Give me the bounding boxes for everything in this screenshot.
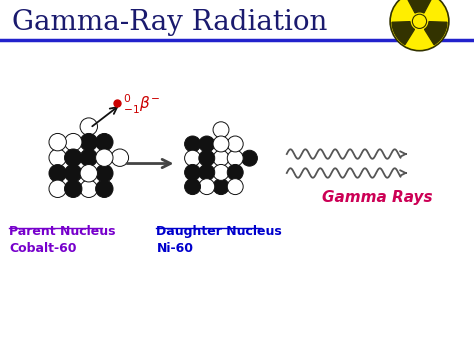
Circle shape: [213, 150, 229, 166]
Circle shape: [49, 149, 66, 166]
Circle shape: [199, 150, 215, 166]
Circle shape: [227, 136, 243, 152]
Circle shape: [80, 180, 98, 198]
Circle shape: [49, 180, 66, 198]
Circle shape: [64, 149, 82, 166]
Circle shape: [80, 134, 98, 151]
Circle shape: [412, 14, 427, 28]
Circle shape: [213, 122, 229, 138]
Circle shape: [213, 179, 229, 194]
Polygon shape: [425, 22, 447, 45]
Circle shape: [184, 164, 201, 180]
Circle shape: [227, 164, 243, 180]
Circle shape: [96, 149, 113, 166]
Circle shape: [199, 164, 215, 180]
Circle shape: [213, 164, 229, 180]
Text: Gamma Rays: Gamma Rays: [322, 190, 433, 204]
Circle shape: [184, 136, 201, 152]
Circle shape: [80, 165, 98, 182]
Circle shape: [64, 180, 82, 198]
Circle shape: [184, 179, 201, 194]
Text: Cobalt-60: Cobalt-60: [9, 242, 77, 255]
Text: Daughter Nucleus: Daughter Nucleus: [156, 225, 282, 238]
Circle shape: [227, 179, 243, 194]
Circle shape: [96, 134, 113, 151]
Polygon shape: [392, 22, 414, 45]
Circle shape: [199, 136, 215, 152]
Circle shape: [184, 150, 201, 166]
Polygon shape: [407, 0, 432, 13]
Circle shape: [111, 149, 128, 166]
Text: Ni-60: Ni-60: [156, 242, 193, 255]
Circle shape: [49, 134, 66, 151]
Circle shape: [49, 165, 66, 182]
Circle shape: [390, 0, 449, 51]
Circle shape: [64, 165, 82, 182]
Circle shape: [80, 149, 98, 166]
Circle shape: [241, 150, 257, 166]
Circle shape: [199, 179, 215, 194]
Circle shape: [64, 134, 82, 151]
Circle shape: [227, 150, 243, 166]
Circle shape: [213, 136, 229, 152]
Circle shape: [96, 180, 113, 198]
Text: Parent Nucleus: Parent Nucleus: [9, 225, 116, 238]
Text: $^{0}_{-1}\beta^{-}$: $^{0}_{-1}\beta^{-}$: [123, 93, 160, 116]
Text: Gamma-Ray Radiation: Gamma-Ray Radiation: [12, 9, 327, 36]
Circle shape: [96, 165, 113, 182]
Circle shape: [80, 118, 98, 135]
